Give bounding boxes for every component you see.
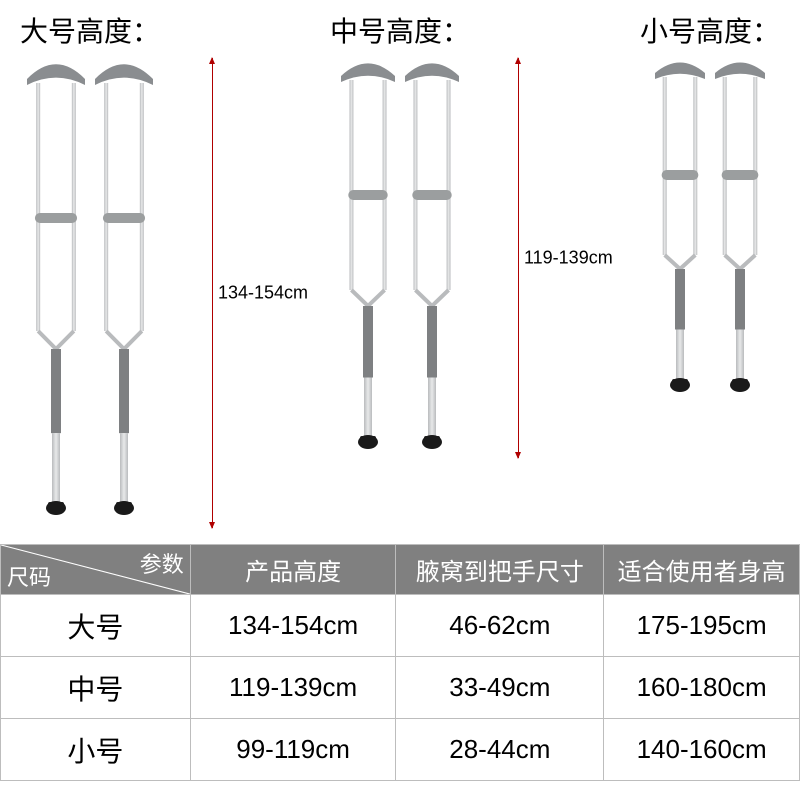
crutch-pair: [25, 58, 155, 528]
table-cell: 160-180cm: [604, 657, 800, 719]
crutch-pair: [339, 58, 461, 458]
product-size-row: 大号高度： 134-154cm 中号高度：: [0, 0, 800, 540]
col-header: 产品高度: [190, 545, 396, 595]
table-cell: 中号: [1, 657, 191, 719]
measure-line: [518, 58, 519, 458]
crutch-pair: [653, 58, 767, 398]
measure-line: [212, 58, 213, 528]
measure-label: 134-154cm: [218, 283, 308, 304]
table-cell: 46-62cm: [396, 595, 604, 657]
crutch-icon: [93, 58, 155, 528]
size-title: 中号高度：: [330, 10, 470, 50]
crutch-icon: [25, 58, 87, 528]
table-cell: 33-49cm: [396, 657, 604, 719]
table-cell: 119-139cm: [190, 657, 396, 719]
table-cell: 28-44cm: [396, 719, 604, 781]
height-indicator: 119-139cm: [518, 58, 519, 458]
table-cell: 99-119cm: [190, 719, 396, 781]
crutch-area: 134-154cm: [25, 58, 155, 528]
corner-label-size: 尺码: [7, 560, 51, 592]
table-cell: 175-195cm: [604, 595, 800, 657]
col-header: 腋窝到把手尺寸: [396, 545, 604, 595]
crutch-icon: [653, 58, 707, 398]
measure-label: 119-139cm: [524, 248, 613, 269]
size-column-large: 大号高度： 134-154cm: [20, 10, 160, 528]
size-column-small: 小号高度： 99-119cm: [640, 10, 780, 398]
crutch-icon: [339, 58, 397, 458]
size-title: 小号高度：: [640, 10, 780, 50]
table-cell: 大号: [1, 595, 191, 657]
table-cell: 134-154cm: [190, 595, 396, 657]
crutch-icon: [713, 58, 767, 398]
crutch-area: 119-139cm: [339, 58, 461, 458]
size-table-body: 大号134-154cm46-62cm175-195cm中号119-139cm33…: [1, 595, 800, 781]
size-title: 大号高度：: [20, 10, 160, 50]
table-cell: 小号: [1, 719, 191, 781]
crutch-icon: [403, 58, 461, 458]
crutch-area: 99-119cm: [653, 58, 767, 398]
col-header: 适合使用者身高: [604, 545, 800, 595]
table-row: 大号134-154cm46-62cm175-195cm: [1, 595, 800, 657]
table-row: 小号99-119cm28-44cm140-160cm: [1, 719, 800, 781]
table-cell: 140-160cm: [604, 719, 800, 781]
size-table: 尺码 参数 产品高度 腋窝到把手尺寸 适合使用者身高 大号134-154cm46…: [0, 544, 800, 781]
table-row: 中号119-139cm33-49cm160-180cm: [1, 657, 800, 719]
table-corner-cell: 尺码 参数: [1, 545, 191, 595]
corner-label-param: 参数: [140, 547, 184, 579]
size-column-medium: 中号高度： 119-139cm: [330, 10, 470, 458]
height-indicator: 134-154cm: [212, 58, 213, 528]
